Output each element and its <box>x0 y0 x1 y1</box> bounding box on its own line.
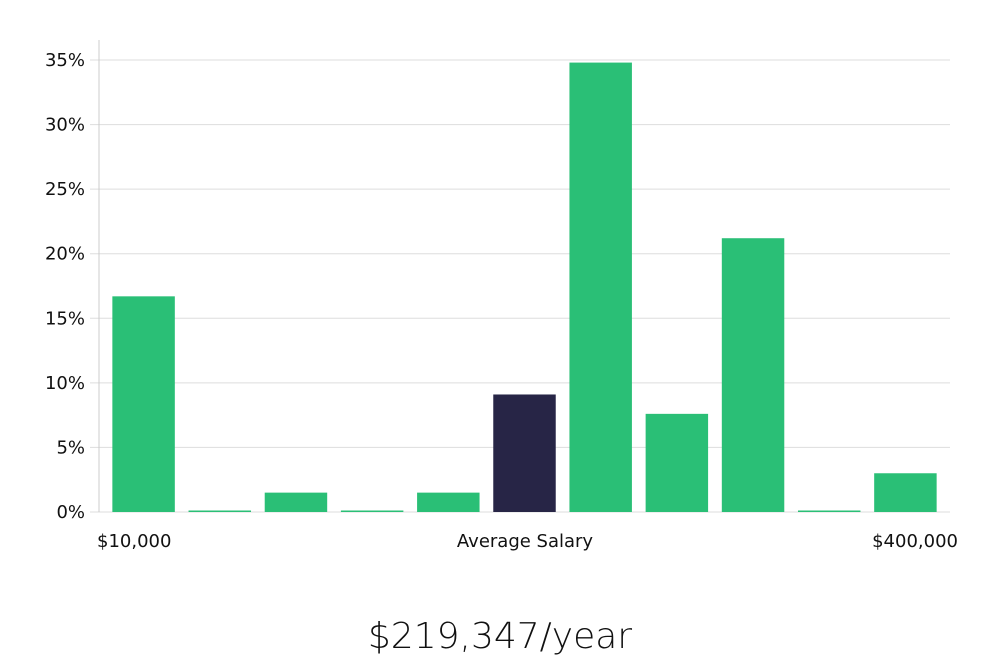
bar <box>721 238 785 512</box>
x-mid-label: Average Salary <box>457 531 594 552</box>
bars <box>112 62 937 512</box>
y-axis-ticks: 0% 5% 10% 15% 20% 25% 30% 35% <box>45 50 85 523</box>
bar-average-salary <box>493 394 556 512</box>
x-start-label: $10,000 <box>97 531 171 552</box>
y-tick-label: 15% <box>45 308 85 329</box>
average-salary-value: $219,347/year <box>368 616 632 657</box>
y-tick-label: 30% <box>45 115 85 136</box>
y-tick-label: 25% <box>45 179 85 200</box>
y-tick-label: 35% <box>45 50 85 71</box>
y-tick-label: 0% <box>56 502 85 523</box>
bar <box>264 492 328 512</box>
bar <box>417 492 480 512</box>
bar <box>569 62 632 512</box>
x-end-label: $400,000 <box>872 531 958 552</box>
bar <box>645 413 709 512</box>
grid-lines <box>90 59 950 513</box>
bar <box>874 473 937 512</box>
y-tick-label: 5% <box>56 437 85 458</box>
bar <box>340 510 404 512</box>
bar <box>797 510 861 512</box>
y-tick-label: 10% <box>45 373 85 394</box>
bar <box>188 510 252 512</box>
bar <box>112 296 175 512</box>
y-tick-label: 20% <box>45 244 85 265</box>
